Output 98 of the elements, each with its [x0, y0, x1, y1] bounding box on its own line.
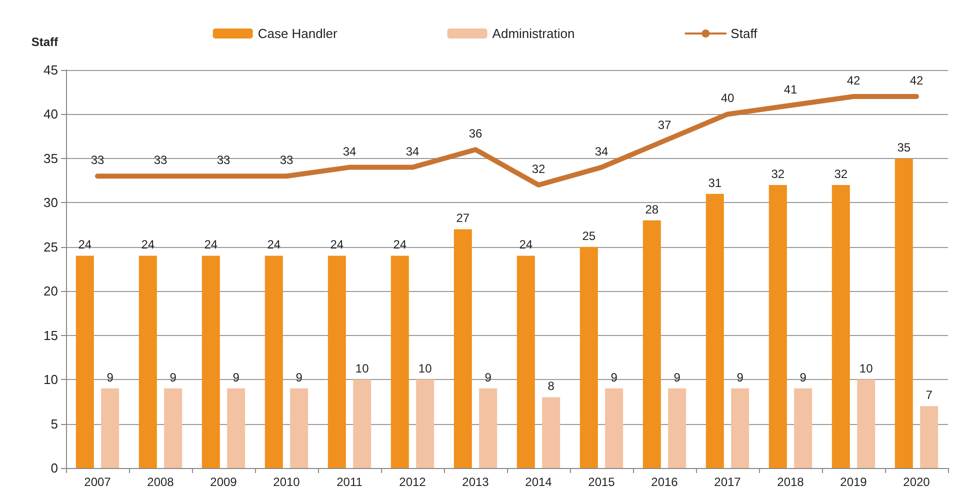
data-label: 8 — [548, 379, 555, 394]
x-tick-label: 2012 — [399, 475, 426, 489]
bar — [454, 229, 472, 468]
y-tick-label: 5 — [50, 416, 58, 432]
bar — [580, 246, 598, 468]
bar — [642, 220, 661, 468]
y-tick-label: 0 — [50, 460, 58, 476]
bar — [706, 194, 724, 468]
data-label: 34 — [594, 144, 608, 158]
data-label: 31 — [708, 176, 722, 190]
bar — [731, 388, 750, 468]
data-label: 9 — [170, 370, 177, 384]
bar — [164, 388, 182, 468]
bar — [832, 184, 850, 468]
bar — [353, 380, 372, 468]
bar — [516, 256, 535, 468]
data-label: 33 — [216, 153, 230, 168]
bar — [138, 256, 157, 468]
bar — [290, 388, 308, 468]
data-label: 33 — [280, 153, 294, 168]
x-tick-label: 2008 — [147, 475, 174, 489]
data-label: 33 — [154, 153, 168, 168]
data-label: 7 — [926, 388, 933, 402]
data-label: 24 — [519, 238, 533, 252]
data-label: 35 — [897, 140, 911, 154]
x-tick-label: 2007 — [84, 475, 112, 489]
data-label: 28 — [645, 202, 659, 216]
y-tick-label: 15 — [44, 328, 58, 343]
bar — [264, 256, 283, 468]
y-tick-label: 30 — [44, 195, 58, 210]
bar — [768, 184, 787, 468]
y-tick-label: 45 — [44, 62, 58, 78]
data-label: 32 — [532, 162, 546, 176]
data-label: 37 — [658, 118, 672, 132]
data-label: 24 — [330, 238, 344, 252]
legend-label: Administration — [492, 26, 575, 41]
data-label: 34 — [406, 144, 420, 158]
data-label: 34 — [342, 144, 356, 158]
bar — [76, 256, 94, 468]
bar — [894, 158, 913, 468]
x-tick-label: 2019 — [840, 475, 868, 489]
bar — [605, 388, 624, 468]
data-label: 9 — [232, 370, 240, 384]
bar — [794, 388, 812, 468]
data-label: 25 — [582, 228, 596, 243]
y-axis-title: Staff — [31, 35, 59, 49]
x-tick-label: 2018 — [777, 475, 804, 489]
data-label: 9 — [674, 370, 681, 384]
data-label: 40 — [720, 91, 734, 106]
x-tick-label: 2013 — [462, 475, 490, 489]
bar — [101, 388, 120, 468]
bar — [668, 388, 686, 468]
x-tick-label: 2010 — [273, 475, 300, 489]
data-label: 42 — [910, 74, 924, 88]
data-label: 24 — [267, 238, 281, 252]
x-tick-label: 2017 — [714, 475, 742, 489]
legend-label: Case Handler — [258, 26, 338, 41]
x-tick-label: 2014 — [525, 475, 552, 489]
data-label: 10 — [859, 362, 874, 376]
data-label: 10 — [418, 362, 432, 376]
y-tick-label: 10 — [44, 372, 58, 388]
bar — [857, 380, 876, 468]
bar — [227, 388, 246, 468]
bar — [390, 256, 409, 468]
x-tick-label: 2011 — [336, 475, 363, 489]
data-label: 42 — [846, 74, 860, 88]
x-tick-label: 2016 — [651, 475, 678, 489]
x-tick-label: 2020 — [903, 475, 930, 489]
y-tick-label: 40 — [44, 106, 58, 122]
bar — [479, 388, 498, 468]
data-label: 9 — [296, 370, 303, 384]
data-label: 24 — [393, 238, 407, 252]
bar — [920, 406, 938, 468]
data-label: 32 — [834, 166, 848, 181]
data-label: 9 — [610, 370, 618, 384]
data-label: 27 — [456, 211, 470, 226]
data-label: 9 — [736, 370, 744, 384]
bar — [202, 256, 220, 468]
y-tick-label: 35 — [44, 150, 58, 166]
bar — [542, 397, 560, 468]
data-label: 24 — [78, 238, 92, 252]
data-label: 33 — [90, 153, 104, 168]
y-tick-label: 20 — [44, 284, 58, 299]
data-label: 24 — [204, 238, 218, 252]
x-tick-label: 2009 — [210, 475, 238, 489]
bar — [416, 380, 434, 468]
y-tick-label: 25 — [44, 239, 58, 254]
legend-label: Staff — [730, 26, 758, 41]
data-label: 24 — [141, 238, 155, 252]
data-label: 9 — [484, 370, 492, 384]
x-tick-label: 2015 — [588, 475, 616, 489]
data-label: 41 — [784, 82, 798, 96]
data-label: 9 — [800, 370, 807, 384]
data-label: 36 — [468, 126, 482, 141]
data-label: 10 — [355, 362, 370, 376]
data-label: 32 — [771, 166, 785, 181]
bar — [328, 256, 346, 468]
data-label: 9 — [106, 370, 114, 384]
